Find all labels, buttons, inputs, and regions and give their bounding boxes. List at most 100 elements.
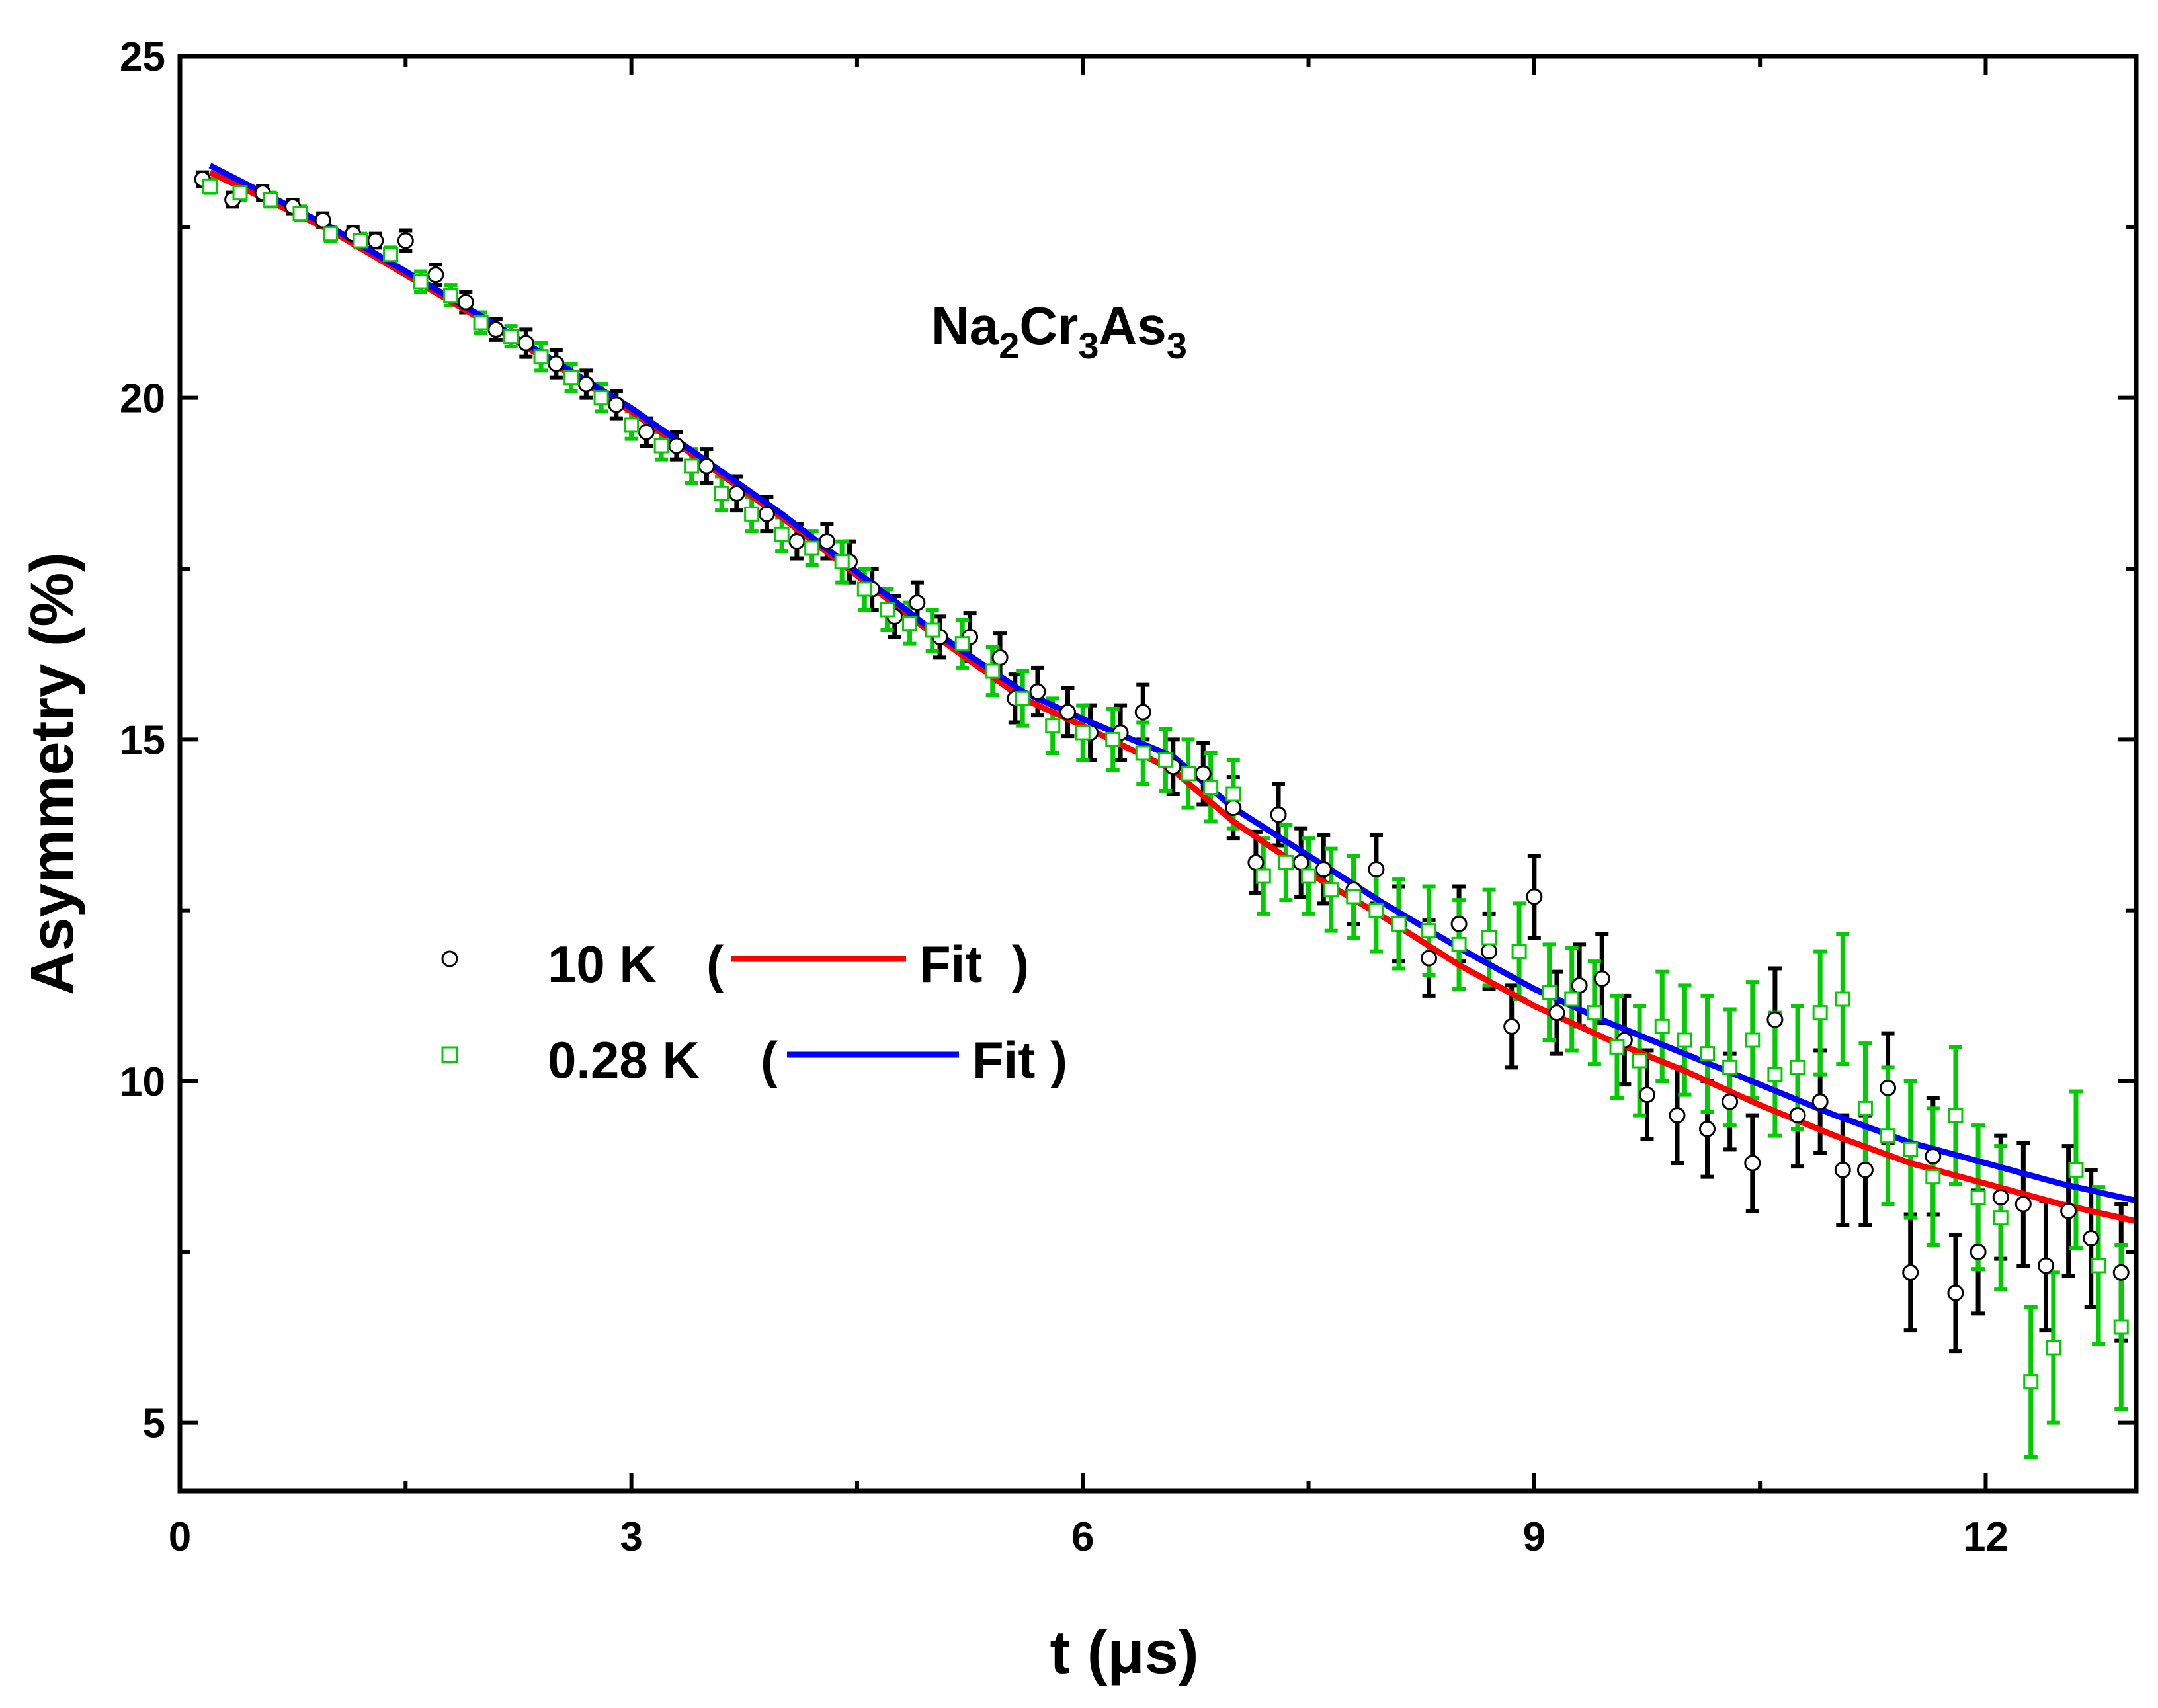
plot-frame (177, 54, 2139, 1494)
data-point-10k (397, 232, 414, 249)
data-point-028k (1203, 780, 1219, 795)
data-point-10k (728, 485, 745, 502)
data-point-028k (1255, 868, 1271, 884)
data-point-10k (487, 321, 505, 338)
legend-fit-label-10k: Fit (919, 935, 982, 993)
y-tick-label: 10 (120, 1059, 165, 1105)
data-point-028k (1391, 916, 1407, 932)
data-point-028k (1323, 882, 1339, 898)
data-point-10k (1992, 1189, 2009, 1206)
data-point-10k (1134, 704, 1151, 721)
data-point-028k (834, 554, 850, 570)
data-point-028k (202, 178, 218, 194)
data-point-10k (314, 212, 331, 229)
data-point-10k (1194, 765, 1212, 782)
data-point-10k (1315, 861, 1332, 878)
data-point-028k (232, 185, 248, 201)
data-point-028k (1301, 868, 1317, 884)
data-point-028k (902, 616, 918, 631)
data-point-10k (1639, 1086, 1655, 1104)
legend-paren-close-028k: ) (1050, 1031, 1067, 1089)
data-point-10k (818, 533, 835, 550)
data-point-028k (1632, 1053, 1647, 1069)
data-point-10k (668, 437, 685, 454)
data-point-028k (1835, 991, 1850, 1007)
data-point-028k (1015, 690, 1030, 706)
data-point-10k (1669, 1107, 1686, 1124)
data-point-10k (548, 355, 565, 372)
data-point-028k (856, 581, 872, 597)
data-point-028k (323, 226, 339, 242)
data-point-10k (608, 396, 625, 413)
data-point-028k (1587, 1005, 1602, 1021)
data-point-028k (1542, 985, 1557, 1000)
data-point-028k (1481, 930, 1497, 946)
data-point-10k (1722, 1093, 1739, 1110)
data-point-028k (1880, 1128, 1896, 1144)
data-point-028k (533, 349, 549, 365)
data-point-028k (1609, 1039, 1625, 1055)
data-point-028k (1075, 725, 1091, 741)
data-point-028k (1451, 936, 1467, 952)
compound-sub-1: 2 (999, 325, 1019, 366)
compound-sub-3: 3 (1167, 325, 1187, 366)
y-tick-label: 15 (120, 717, 165, 763)
data-point-028k (593, 390, 609, 406)
data-point-028k (1970, 1190, 1986, 1205)
data-point-10k (1368, 861, 1385, 878)
data-point-10k (2112, 1264, 2130, 1281)
x-tick-label: 9 (1523, 1514, 1546, 1560)
data-point-028k (1045, 718, 1061, 734)
data-point-028k (1993, 1210, 2009, 1226)
legend-paren-open-028k: ( (761, 1031, 778, 1089)
data-point-028k (1767, 1067, 1783, 1082)
data-point-028k (1278, 854, 1294, 870)
data-point-10k (577, 376, 595, 393)
data-point-10k (2037, 1257, 2054, 1274)
data-point-028k (1925, 1169, 1941, 1185)
data-point-028k (1157, 752, 1173, 768)
compound-annotation: Na2Cr3As3 (931, 296, 1187, 366)
data-point-028k (1564, 991, 1580, 1007)
data-point-028k (1700, 1046, 1716, 1062)
data-point-10k (2060, 1202, 2077, 1219)
data-point-10k (1593, 970, 1610, 987)
data-point-10k (2014, 1196, 2032, 1213)
data-point-10k (1450, 915, 1468, 932)
compound-part-3: As (1099, 296, 1166, 355)
y-tick-label: 20 (120, 376, 165, 422)
data-point-10k (1059, 704, 1076, 721)
data-point-028k (1421, 923, 1437, 939)
data-point-10k (1247, 854, 1265, 871)
data-point-028k (624, 417, 640, 433)
data-point-028k (1857, 1100, 1873, 1116)
legend-fit-label-028k: Fit (972, 1031, 1035, 1089)
data-point-028k (2023, 1374, 2039, 1390)
x-tick-label: 0 (169, 1514, 191, 1560)
data-point-028k (1745, 1032, 1761, 1048)
x-axis-title: t (μs) (1050, 1619, 1199, 1686)
y-axis-title: Asymmetry (%) (19, 552, 86, 995)
data-point-10k (1699, 1120, 1716, 1137)
data-point-10k (698, 458, 715, 475)
data-point-028k (443, 288, 459, 304)
data-point-028k (1368, 903, 1384, 918)
data-point-10k (1880, 1079, 1897, 1096)
data-point-10k (367, 232, 384, 249)
data-point-10k (638, 423, 655, 440)
data-point-10k (517, 335, 534, 352)
data-point-028k (503, 329, 519, 345)
data-point-10k (427, 266, 444, 284)
tick-labels: 0 3 6 9 12 5 10 15 20 25 (120, 34, 2009, 1560)
data-point-10k (1970, 1243, 1987, 1260)
data-point-028k (804, 540, 820, 556)
data-point-028k (1722, 1059, 1738, 1075)
legend: 10 K ( Fit ) 0.28 K ( Fit ) (441, 935, 1067, 1089)
x-tick-label: 6 (1071, 1514, 1094, 1560)
x-tick-label: 3 (620, 1514, 642, 1560)
data-point-10k (457, 294, 474, 311)
data-point-028k (1135, 745, 1151, 761)
data-point-10k (788, 533, 806, 550)
data-point-028k (925, 622, 940, 638)
